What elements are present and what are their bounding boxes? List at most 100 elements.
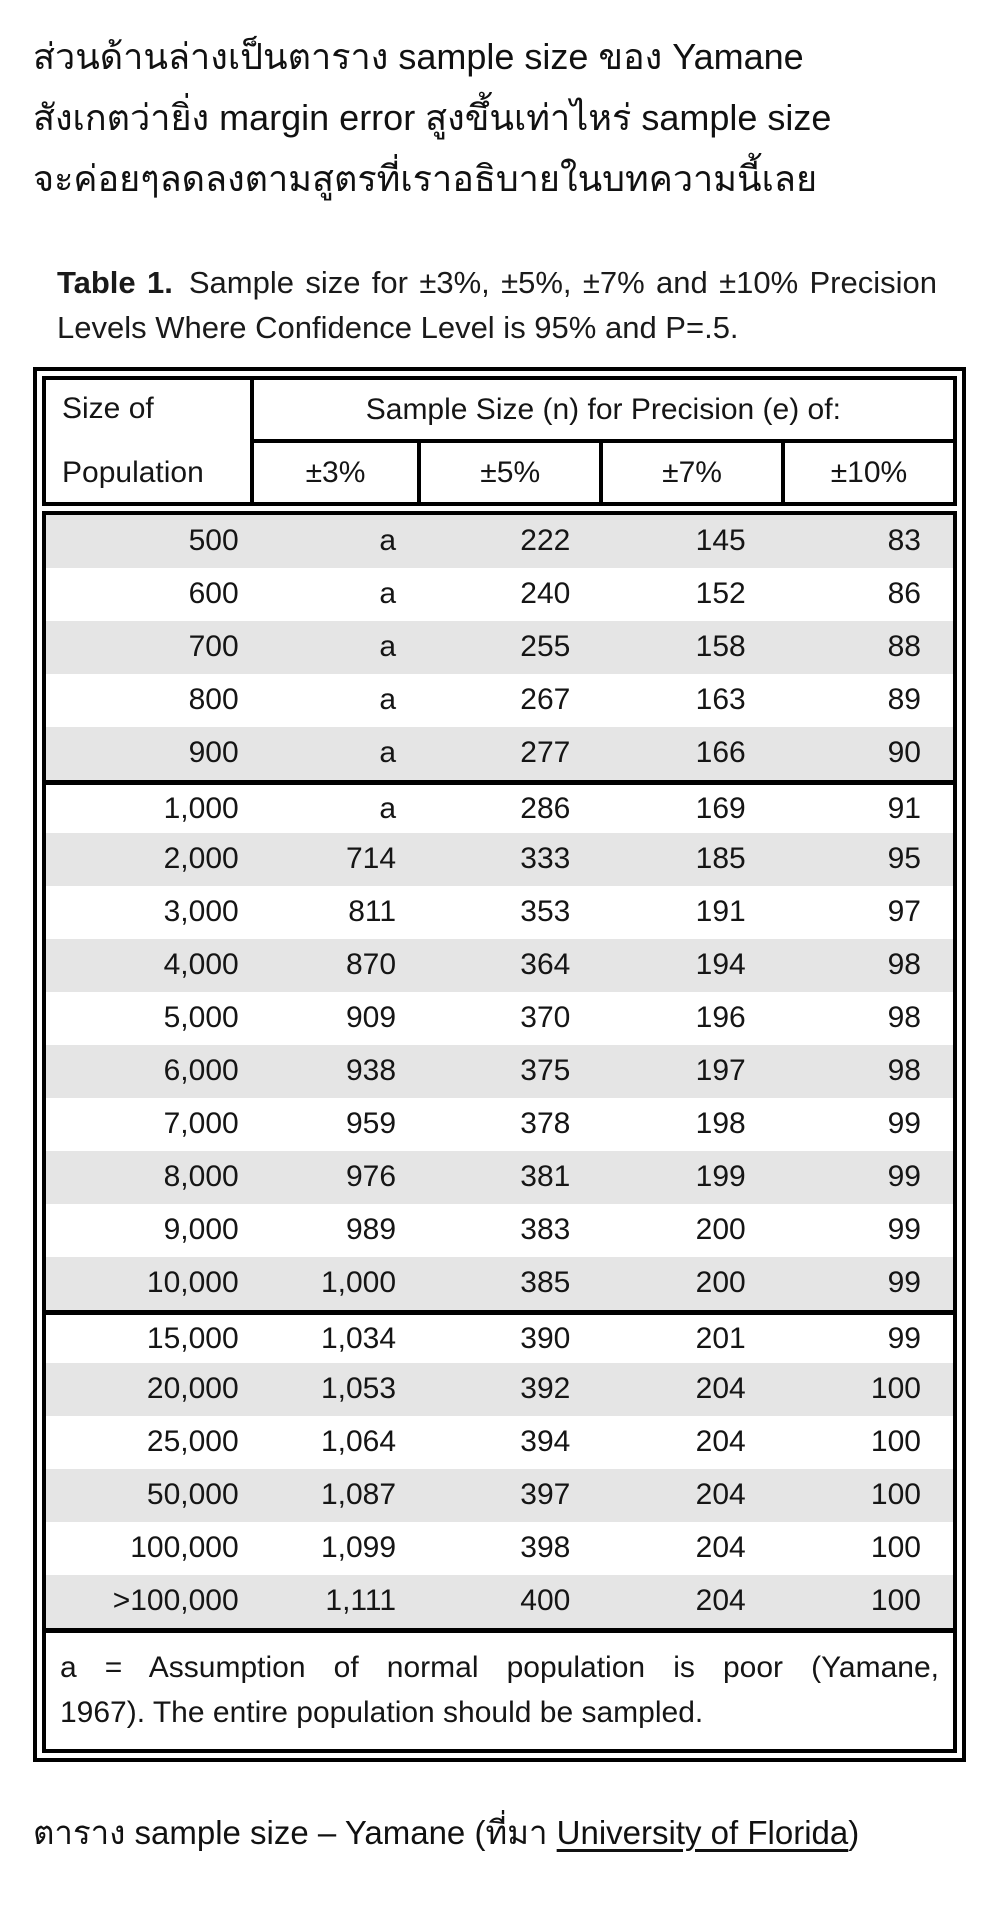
table-header: Size of Population Sample Size (n) for P… [42, 375, 957, 506]
sample-size-cell: 100 [870, 1372, 921, 1406]
caption-suffix: ) [848, 1813, 860, 1851]
sample-size-cell: 277 [520, 736, 571, 770]
population-size-cell: 600 [188, 577, 239, 611]
sample-size-cell: 97 [887, 895, 921, 929]
sample-size-cell: 811 [348, 895, 397, 929]
sample-size-cell: a [379, 791, 397, 825]
table-row: 6,000 938 375 197 98 [46, 1044, 953, 1098]
population-header-cell: Size of Population [46, 379, 254, 502]
sample-size-cell: 364 [520, 948, 571, 982]
sample-size-cell: 390 [520, 1321, 571, 1355]
intro-line-1: ส่วนด้านล่างเป็นตาราง sample size ของ Ya… [33, 36, 804, 77]
sample-size-cell: 200 [695, 1213, 746, 1247]
sample-size-cell: 870 [345, 948, 397, 982]
sample-size-cell: 204 [695, 1584, 746, 1618]
precision-col-7pct: ±7% [599, 442, 781, 502]
sample-size-cell: 169 [695, 791, 746, 825]
table-row: 7,000 959 378 198 99 [46, 1098, 953, 1151]
sample-size-cell: 394 [520, 1425, 571, 1459]
population-size-cell: 10,000 [146, 1266, 239, 1300]
table-row: 9,000 989 383 200 99 [46, 1204, 953, 1257]
sample-size-cell: a [379, 630, 397, 664]
precision-span-header: Sample Size (n) for Precision (e) of: [253, 380, 953, 443]
table-row: 5,000 909 370 196 98 [46, 992, 953, 1045]
sample-size-cell: a [379, 736, 397, 770]
precision-subheader-row: ±3% ±5% ±7% ±10% [254, 442, 953, 502]
table-row: 10,000 1,000 385 200 99 [46, 1256, 953, 1310]
sample-size-cell: 89 [887, 683, 921, 717]
population-size-cell: 2,000 [163, 842, 239, 876]
sample-size-cell: 152 [695, 577, 746, 611]
sample-size-cell: 385 [520, 1266, 571, 1300]
sample-size-cell: 199 [695, 1160, 746, 1194]
sample-size-cell: 145 [695, 524, 746, 558]
sample-size-cell: 976 [345, 1160, 397, 1194]
sample-size-cell: 197 [695, 1054, 746, 1088]
sample-size-cell: 959 [345, 1107, 397, 1141]
population-size-cell: 3,000 [163, 895, 239, 929]
sample-size-cell: 200 [695, 1266, 746, 1300]
population-header-line1: Size of [62, 391, 154, 425]
sample-size-cell: 98 [887, 1054, 921, 1088]
sample-size-cell: 90 [887, 736, 921, 770]
table-title-text: Sample size for ±3%, ±5%, ±7% and ±10% P… [57, 264, 937, 346]
sample-size-cell: 98 [887, 948, 921, 982]
precision-col-10pct: ±10% [780, 442, 953, 502]
sample-size-cell: 100 [870, 1478, 921, 1512]
sample-size-cell: 255 [520, 630, 571, 664]
sample-size-cell: 196 [695, 1001, 746, 1035]
sample-size-cell: 201 [695, 1321, 746, 1355]
population-size-cell: >100,000 [112, 1584, 239, 1618]
sample-size-cell: 392 [520, 1372, 571, 1406]
sample-size-cell: 375 [520, 1054, 571, 1088]
table-row: 3,000 811 353 191 97 [46, 886, 953, 939]
sample-size-cell: 1,111 [325, 1584, 397, 1618]
sample-size-cell: 204 [695, 1478, 746, 1512]
sample-size-cell: 86 [887, 577, 921, 611]
image-caption: ตาราง sample size – Yamane (ที่มา Univer… [33, 1806, 966, 1859]
table-footnote: a = Assumption of normal population is p… [46, 1627, 953, 1749]
sample-size-cell: 383 [520, 1213, 571, 1247]
sample-size-cell: 166 [695, 736, 746, 770]
sample-size-cell: 1,099 [320, 1531, 397, 1565]
population-size-cell: 25,000 [146, 1425, 239, 1459]
population-size-cell: 100,000 [130, 1531, 239, 1565]
population-size-cell: 500 [188, 524, 239, 558]
sample-size-cell: 397 [520, 1478, 571, 1512]
table-title: Table 1. Sample size for ±3%, ±5%, ±7% an… [57, 260, 937, 351]
table-row: 2,000 714 333 185 95 [46, 832, 953, 886]
sample-size-cell: 909 [345, 1001, 397, 1035]
table-row: >100,000 1,111 400 204 100 [46, 1574, 953, 1628]
sample-size-cell: 1,064 [320, 1425, 397, 1459]
caption-prefix: ตาราง sample size – Yamane (ที่มา [33, 1813, 557, 1851]
table-row: 800 a 267 163 89 [46, 674, 953, 727]
population-size-cell: 50,000 [146, 1478, 239, 1512]
table-row: 500 a 222 145 83 [46, 514, 953, 568]
sample-size-cell: 222 [520, 524, 571, 558]
sample-size-cell: 163 [695, 683, 746, 717]
sample-size-cell: 381 [520, 1160, 571, 1194]
sample-size-cell: 204 [695, 1531, 746, 1565]
sample-size-cell: 1,053 [320, 1372, 397, 1406]
sample-size-cell: 204 [695, 1372, 746, 1406]
sample-size-cell: 240 [520, 577, 571, 611]
sample-size-cell: 95 [887, 842, 921, 876]
population-size-cell: 15,000 [146, 1321, 239, 1355]
sample-size-cell: 378 [520, 1107, 571, 1141]
sample-size-cell: 267 [520, 683, 571, 717]
sample-size-cell: 100 [870, 1584, 921, 1618]
population-size-cell: 9,000 [163, 1213, 239, 1247]
sample-size-cell: 191 [695, 895, 746, 929]
table-row: 700 a 255 158 88 [46, 620, 953, 674]
source-link[interactable]: University of Florida [556, 1813, 849, 1851]
sample-size-cell: 333 [520, 842, 571, 876]
sample-size-cell: 158 [695, 630, 746, 664]
table-body: 500 a 222 145 83 600 a 240 152 86 700 a 255 158 88 800 a… [42, 510, 957, 1753]
sample-size-cell: 185 [695, 842, 746, 876]
sample-size-cell: 88 [887, 630, 921, 664]
population-size-cell: 5,000 [163, 1001, 239, 1035]
table-row: 4,000 870 364 194 98 [46, 938, 953, 992]
intro-paragraph: ส่วนด้านล่างเป็นตาราง sample size ของ Ya… [33, 26, 966, 210]
footnote-line-2: 1967). The entire population should be s… [60, 1695, 704, 1729]
sample-size-cell: 91 [887, 791, 921, 825]
